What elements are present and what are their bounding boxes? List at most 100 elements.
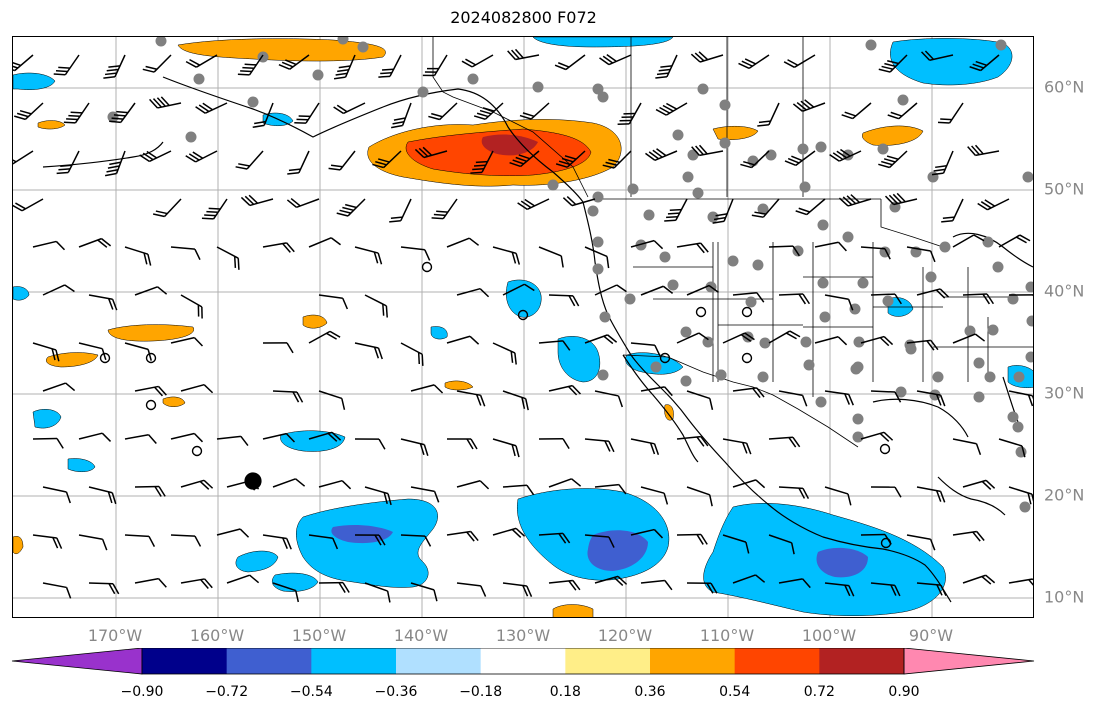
station-marker [815, 396, 827, 408]
wind-barb [630, 342, 661, 357]
wind-barb [824, 294, 854, 311]
wind-barb [262, 342, 294, 354]
wind-barb [548, 294, 580, 307]
positive-patch-11 [664, 404, 674, 421]
station-marker [1007, 411, 1019, 423]
wind-barb [180, 383, 214, 394]
wind-barb [860, 246, 891, 260]
colorbar-tick-label: 0.90 [888, 684, 920, 700]
latitude-tick-label: 30°N [1044, 383, 1085, 403]
map-panel [12, 36, 1034, 618]
wind-barb [870, 582, 901, 597]
wind-barb [185, 54, 218, 68]
calm-wind-marker [517, 309, 529, 321]
wind-barb [676, 242, 709, 254]
wind-barb [237, 54, 264, 76]
colorbar-outline [141, 648, 905, 675]
positive-patch-8 [162, 396, 186, 407]
station-marker [932, 371, 944, 383]
station-marker [1026, 315, 1033, 327]
positive-patch-7 [37, 120, 66, 130]
wind-barb [124, 433, 157, 444]
wind-barb [829, 148, 862, 162]
wind-barb [328, 150, 356, 171]
colorbar-tick-label: 0.54 [719, 684, 751, 700]
wind-barb [354, 534, 386, 546]
latitude-tick-label: 20°N [1044, 485, 1085, 505]
wind-barb [952, 438, 982, 455]
colorbar-segment [480, 648, 566, 674]
wind-barb [456, 390, 486, 407]
wind-barb [906, 246, 936, 263]
wind-barb [333, 102, 366, 115]
wind-barb [294, 102, 320, 124]
wind-barb [180, 294, 203, 319]
wind-barb [732, 479, 766, 489]
wind-barb [410, 384, 444, 394]
wind-barb [124, 534, 156, 548]
wind-barb [318, 294, 349, 310]
wind-barb [195, 102, 228, 114]
wind-barb [916, 288, 950, 299]
negative-anomaly-region-top [532, 37, 674, 48]
wind-barb [645, 148, 678, 161]
wind-barb [308, 431, 342, 442]
wind-barb [838, 194, 872, 207]
wind-barb [906, 534, 936, 551]
station-marker [624, 293, 636, 305]
wind-barb [400, 246, 431, 261]
station-marker [682, 171, 694, 183]
station-marker [672, 129, 684, 141]
negative-anomaly-region-40n [505, 279, 542, 318]
station-marker [680, 375, 692, 387]
wind-barb [364, 294, 388, 318]
wind-barb [732, 574, 766, 584]
station-marker [1013, 371, 1025, 383]
station-marker [797, 143, 809, 155]
wind-barb [308, 237, 341, 248]
station-marker [752, 259, 764, 271]
station-marker [939, 241, 951, 253]
wind-barb [431, 198, 458, 220]
station-marker [247, 96, 259, 108]
wind-barb [722, 534, 750, 554]
wind-barb [235, 150, 264, 170]
station-markers [107, 37, 1033, 513]
wind-barb [548, 384, 582, 396]
station-marker [627, 183, 639, 195]
calm-wind-marker [879, 443, 891, 455]
wind-barb [278, 54, 310, 70]
wind-barb [446, 335, 480, 345]
wind-barb [952, 234, 985, 248]
wind-barb [152, 198, 182, 218]
station-marker [1025, 351, 1033, 363]
station-marker [155, 37, 167, 47]
station-marker [849, 303, 861, 315]
calm-wind-marker [695, 306, 707, 318]
station-marker [799, 181, 811, 193]
station-marker [417, 86, 429, 98]
station-marker [357, 41, 369, 53]
wind-barb [916, 390, 946, 407]
wind-barb [318, 581, 350, 593]
wind-barb [517, 198, 550, 211]
station-marker [532, 81, 544, 93]
colorbar-tick-label: −0.90 [120, 684, 164, 700]
wind-barb [492, 246, 521, 265]
wind-barb [308, 534, 339, 550]
wind-barb [878, 150, 908, 169]
wind-barb [768, 436, 801, 448]
wind-barb [42, 582, 72, 599]
station-marker [312, 69, 324, 81]
wind-barb [446, 438, 478, 450]
wind-barb [640, 386, 673, 397]
station-marker [973, 357, 985, 369]
wind-barb [318, 479, 352, 490]
station-marker [107, 111, 119, 123]
wind-barb [134, 485, 166, 497]
wind-barb [134, 385, 167, 397]
wind-barb [814, 336, 848, 346]
wind-barb [584, 534, 615, 548]
wind-barb [548, 579, 581, 591]
